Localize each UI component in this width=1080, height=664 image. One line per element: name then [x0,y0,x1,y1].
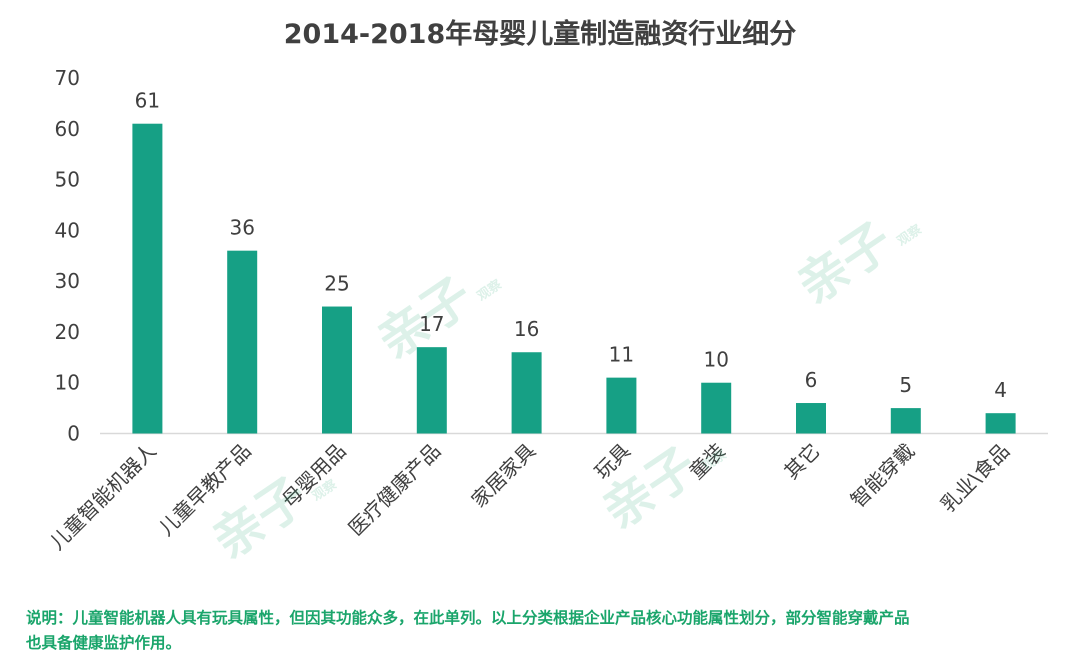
y-tick-label: 10 [55,371,80,395]
bar-chart: 0 10 20 30 40 50 60 70 61 36 25 17 16 11 10 6 5 4 儿童智能机器… [45,66,1048,555]
data-label: 11 [609,343,634,367]
data-label: 6 [805,368,818,392]
x-tick-label: 乳业\食品 [936,439,1014,517]
bar [985,413,1016,434]
y-tick-label: 20 [55,320,80,344]
x-tick-label: 其它 [779,439,824,484]
bar [701,382,732,434]
bar [796,403,826,434]
y-tick-label: 0 [67,422,80,446]
bar [890,408,921,434]
x-tick-label: 儿童智能机器人 [45,439,161,555]
bar [606,377,637,434]
bar [227,250,258,434]
data-label: 5 [899,373,912,397]
x-tick-label: 儿童早教产品 [154,439,256,541]
bar [416,347,447,434]
y-tick-label: 50 [55,168,80,192]
data-label: 16 [514,317,539,341]
data-label: 10 [703,348,728,372]
y-axis-ticks: 0 10 20 30 40 50 60 70 [55,66,80,446]
bar [511,352,542,434]
bar [322,306,352,434]
value-labels: 61 36 25 17 16 11 10 6 5 4 [135,89,1007,402]
footnote-line-1: 说明：儿童智能机器人具有玩具属性，但因其功能众多，在此单列。以上分类根据企业产品… [26,609,910,627]
chart-title: 2014-2018年母婴儿童制造融资行业细分 [283,19,797,50]
y-tick-label: 60 [55,117,80,141]
footnote: 说明：儿童智能机器人具有玩具属性，但因其功能众多，在此单列。以上分类根据企业产品… [26,606,1066,656]
x-tick-label: 童装 [684,439,729,484]
y-tick-label: 70 [55,66,80,90]
x-tick-label: 玩具 [590,439,635,484]
x-tick-label: 母婴用品 [277,439,351,513]
bar [132,123,163,434]
y-tick-label: 40 [55,218,80,242]
y-tick-label: 30 [55,269,80,293]
data-label: 4 [994,378,1007,402]
x-tick-label: 智能穿戴 [846,439,920,513]
x-tick-label: 医疗健康产品 [344,439,446,541]
data-label: 36 [229,216,254,240]
data-label: 61 [135,89,160,113]
x-tick-label: 家居家具 [467,439,541,513]
bars [132,123,1016,434]
data-label: 17 [419,312,444,336]
footnote-line-2: 也具备健康监护作用。 [26,634,182,652]
data-label: 25 [324,272,349,296]
